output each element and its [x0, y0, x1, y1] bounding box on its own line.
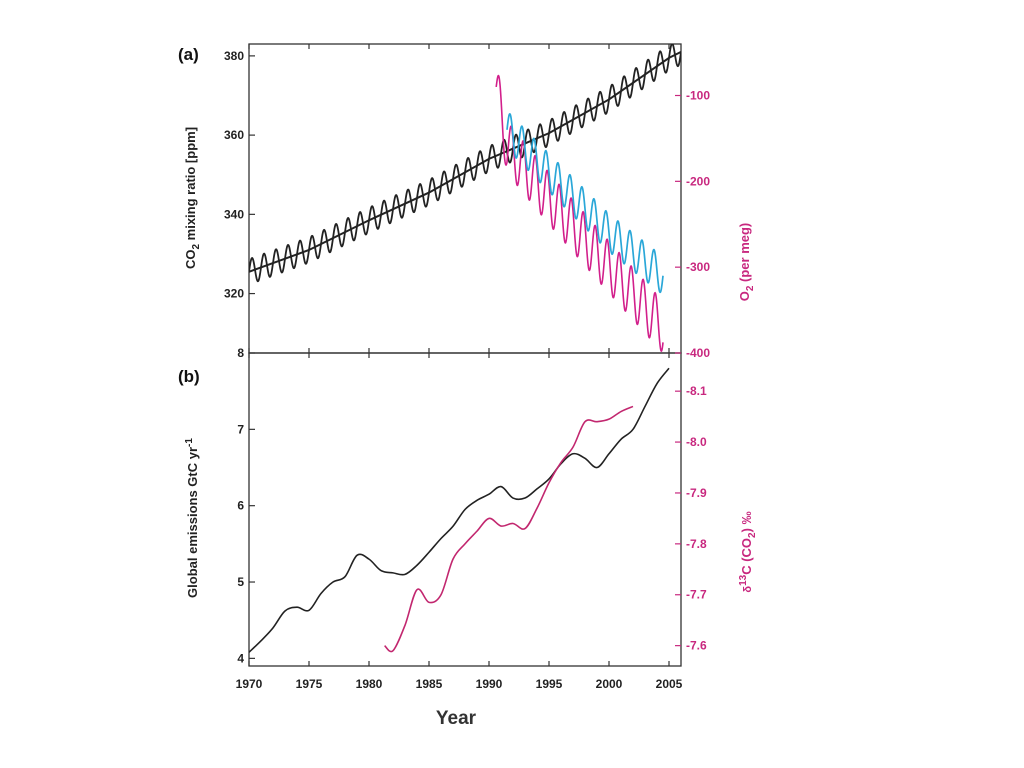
- panel-b-right-axis-title: δ13C (CO2) ‰: [738, 511, 758, 592]
- x-axis-ticks: 1970 1975 1980 1985 1990 1995 2000 2005: [236, 44, 683, 691]
- panel-b-frame: [248, 352, 682, 667]
- panel-a-right-ticks: -100 -200 -300 -400: [675, 89, 710, 360]
- y2-tick-label: -8.1: [686, 384, 707, 398]
- co2-seasonal-line: [249, 44, 681, 283]
- y-tick-label: 380: [224, 49, 244, 63]
- co2-trend-line: [249, 51, 681, 273]
- y-tick-label: 6: [237, 499, 244, 513]
- panel-b-label: (b): [178, 367, 200, 386]
- x-tick-label: 2000: [596, 677, 623, 691]
- y2-tick-label: -400: [686, 346, 710, 360]
- panel-b-left-axis-title: Global emissions GtC yr-1: [184, 438, 200, 598]
- panel-a-left-ticks: 320 340 360 380: [224, 49, 255, 301]
- x-tick-label: 1995: [536, 677, 563, 691]
- panel-b-right-ticks: -8.1 -8.0 -7.9 -7.8 -7.7 -7.6: [675, 384, 707, 653]
- emissions-line: [249, 367, 670, 653]
- o2-fit-line: [506, 113, 664, 294]
- x-axis-title: Year: [436, 708, 477, 729]
- y2-tick-label: -7.6: [686, 639, 707, 653]
- y2-tick-label: -7.8: [686, 537, 707, 551]
- y2-tick-label: -100: [686, 89, 710, 103]
- panel-a-label: (a): [178, 45, 199, 64]
- x-tick-label: 1975: [296, 677, 323, 691]
- x-tick-label: 1990: [476, 677, 503, 691]
- panel-b-left-ticks: 4 5 6 7 8: [237, 346, 255, 665]
- y-tick-label: 340: [224, 207, 244, 221]
- y-tick-label: 7: [237, 422, 244, 436]
- panel-a-left-axis-title: CO2 mixing ratio [ppm]: [183, 127, 202, 269]
- y2-tick-label: -7.7: [686, 588, 707, 602]
- x-tick-label: 2005: [656, 677, 683, 691]
- x-tick-label: 1970: [236, 677, 263, 691]
- panel-a-frame: [248, 43, 682, 354]
- y2-tick-label: -8.0: [686, 435, 707, 449]
- y2-tick-label: -7.9: [686, 486, 707, 500]
- y-tick-label: 5: [237, 575, 244, 589]
- x-tick-label: 1980: [356, 677, 383, 691]
- y-tick-label: 320: [224, 287, 244, 301]
- y-tick-label: 360: [224, 128, 244, 142]
- y2-tick-label: -200: [686, 174, 710, 188]
- d13c-line: [384, 405, 634, 653]
- y-tick-label: 8: [237, 346, 244, 360]
- x-tick-label: 1985: [416, 677, 443, 691]
- panel-a-right-axis-title: O2 (per meg): [737, 223, 756, 302]
- y2-tick-label: -300: [686, 260, 710, 274]
- y-tick-label: 4: [237, 651, 244, 665]
